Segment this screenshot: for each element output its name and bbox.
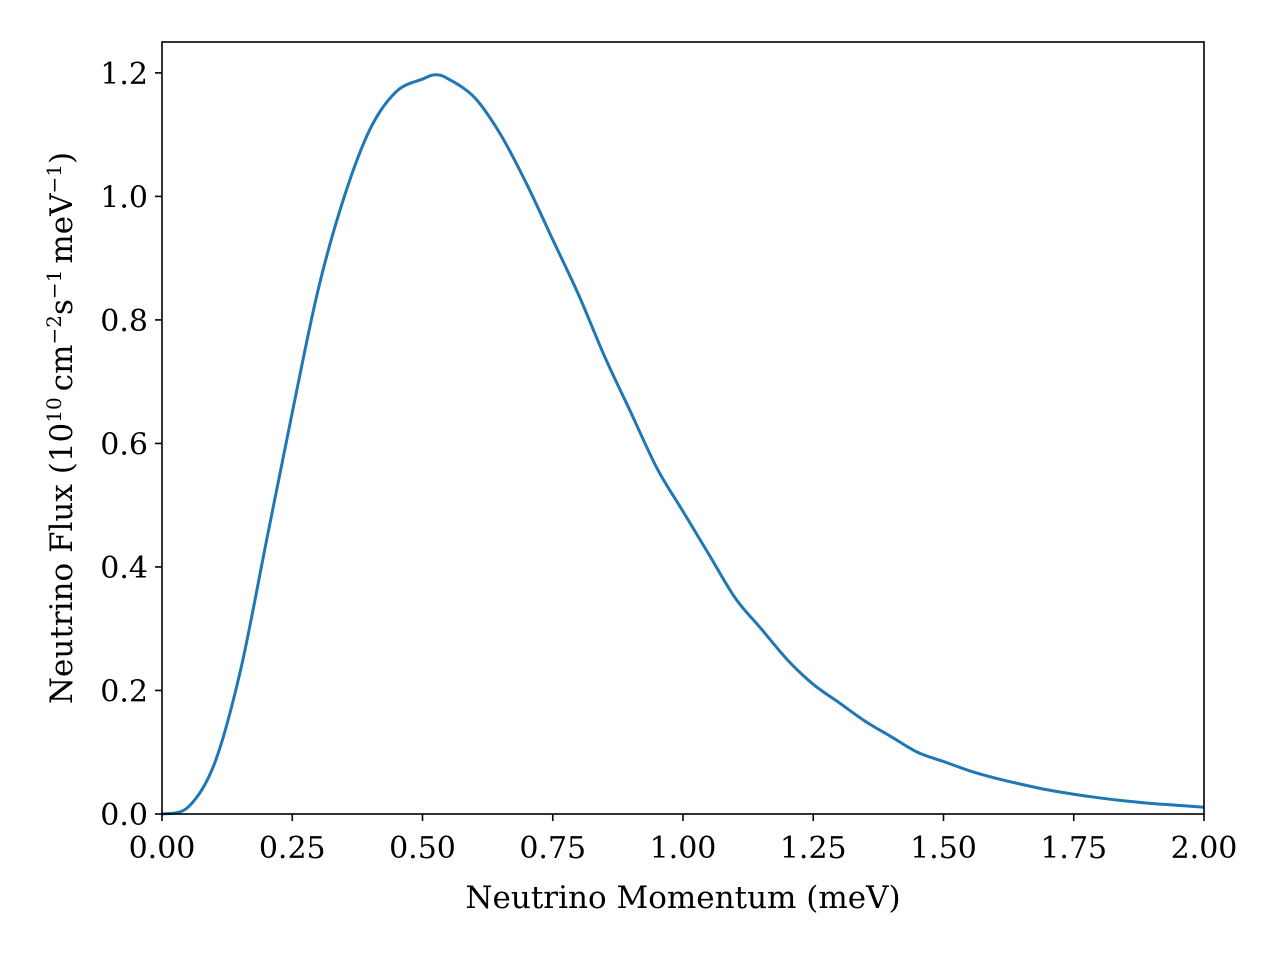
y-axis-label-unit-mev: meV xyxy=(44,193,80,264)
y-axis-label-exp-mev: −1 xyxy=(42,164,66,193)
x-tick-label: 1.75 xyxy=(1040,831,1107,866)
x-axis-label: Neutrino Momentum (meV) xyxy=(465,880,900,916)
y-axis-label-unit-cm: cm xyxy=(44,345,80,392)
x-tick-label: 1.25 xyxy=(780,831,847,866)
y-tick-label: 0.6 xyxy=(100,427,148,462)
x-tick-label: 2.00 xyxy=(1171,831,1238,866)
x-tick-label: 0.00 xyxy=(129,831,196,866)
y-axis-label-suffix: ) xyxy=(44,152,80,164)
x-tick-label: 0.50 xyxy=(389,831,456,866)
y-tick-label: 0.8 xyxy=(100,304,148,339)
y-axis-label-exp-cm: −2 xyxy=(42,315,66,344)
y-axis: 0.0 0.2 0.4 0.6 0.8 1.0 1.2 xyxy=(100,57,162,833)
y-axis-label: Neutrino Flux (1010cm−2s−1meV−1) xyxy=(42,152,80,704)
y-tick-label: 0.0 xyxy=(100,798,148,833)
y-tick-label: 0.4 xyxy=(100,551,148,586)
y-tick-label: 1.2 xyxy=(100,57,148,92)
x-tick-label: 1.50 xyxy=(910,831,977,866)
y-axis-label-exp-s: −1 xyxy=(42,270,66,299)
plot-layer xyxy=(161,73,1205,816)
x-tick-label: 1.00 xyxy=(650,831,717,866)
x-axis: 0.00 0.25 0.50 0.75 1.00 1.25 1.50 1.75 2.00 xyxy=(129,814,1238,866)
x-tick-label: 0.25 xyxy=(259,831,326,866)
y-axis-label-exp-10: 10 xyxy=(42,397,66,422)
y-axis-label-unit-s: s xyxy=(44,299,80,315)
y-tick-label: 0.2 xyxy=(100,674,148,709)
y-tick-label: 1.0 xyxy=(100,180,148,215)
flux-series-line xyxy=(161,73,1205,816)
x-tick-label: 0.75 xyxy=(519,831,586,866)
y-axis-label-prefix: Neutrino Flux (10 xyxy=(44,423,80,704)
